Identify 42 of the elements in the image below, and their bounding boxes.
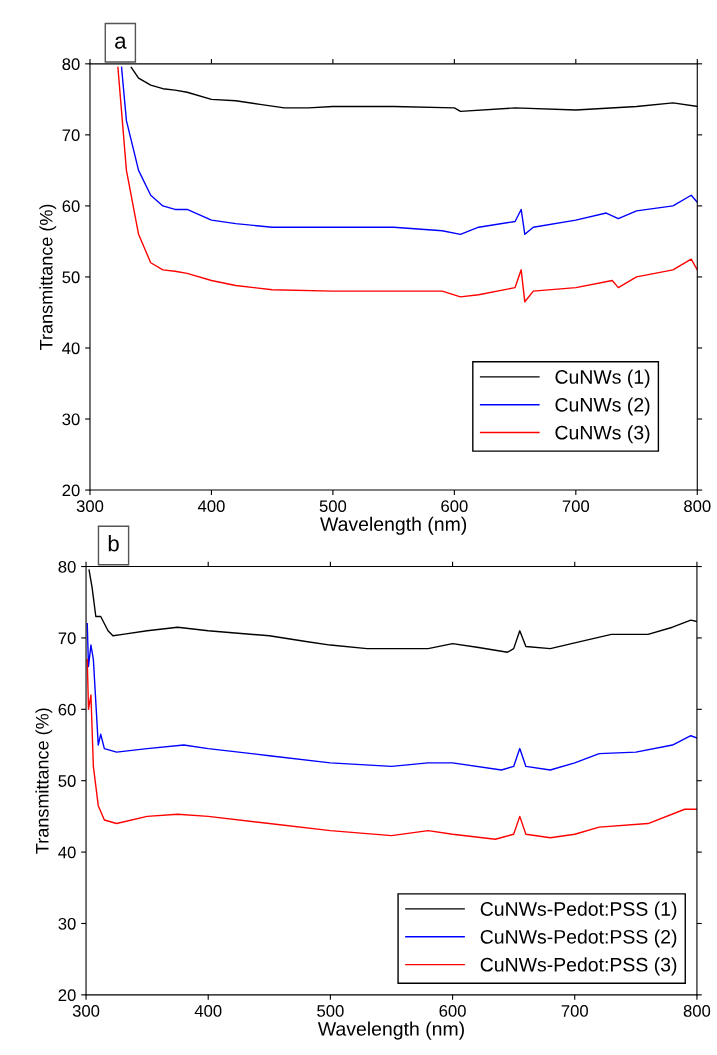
x-axis-title: Wavelength (nm) — [317, 1021, 464, 1040]
x-tick-label: 700 — [562, 500, 590, 513]
x-tick-label: 300 — [76, 500, 104, 513]
y-tick-label: 30 — [58, 917, 76, 930]
y-tick-label: 20 — [62, 484, 80, 497]
y-axis-title: Transmittance (%) — [35, 708, 53, 854]
y-tick-label: 20 — [58, 989, 76, 1002]
line-series — [86, 658, 697, 840]
y-tick-label: 50 — [62, 271, 80, 284]
y-tick-label: 60 — [62, 200, 80, 213]
x-tick-label: 500 — [317, 1005, 344, 1017]
legend-label: CuNWs (3) — [555, 425, 650, 444]
legend-label: CuNWs (2) — [555, 397, 650, 416]
x-tick-label: 800 — [684, 500, 711, 513]
y-tick-label: 70 — [58, 632, 76, 645]
x-tick-label: 600 — [441, 500, 468, 513]
x-tick-label: 300 — [72, 1005, 100, 1017]
y-axis-title: Transmittance (%) — [39, 204, 57, 350]
y-tick-label: 70 — [62, 129, 80, 142]
legend-label: CuNWs-Pedot:PSS (3) — [480, 957, 677, 976]
legend-label: CuNWs (1) — [555, 369, 650, 388]
x-tick-label: 400 — [197, 500, 225, 513]
line-series — [86, 622, 697, 771]
x-axis-title: Wavelength (nm) — [320, 516, 467, 535]
text: a — [115, 36, 127, 49]
y-tick-label: 80 — [58, 560, 76, 573]
x-tick-label: 600 — [439, 1005, 466, 1017]
legend-label: CuNWs-Pedot:PSS (1) — [480, 901, 677, 920]
y-tick-label: 50 — [58, 775, 76, 787]
legend-label: CuNWs-Pedot:PSS (2) — [480, 929, 677, 948]
x-tick-label: 700 — [561, 1005, 588, 1017]
y-tick-label: 80 — [62, 58, 80, 71]
x-tick-label: 800 — [683, 1005, 711, 1017]
y-tick-label: 60 — [58, 703, 76, 716]
line-series — [120, 66, 698, 236]
x-tick-label: 500 — [319, 500, 347, 513]
text: b — [108, 535, 119, 552]
y-tick-label: 40 — [58, 846, 76, 859]
x-tick-label: 400 — [194, 1005, 222, 1017]
line-series — [117, 66, 698, 303]
y-tick-label: 40 — [62, 342, 80, 355]
y-tick-label: 30 — [62, 413, 80, 426]
